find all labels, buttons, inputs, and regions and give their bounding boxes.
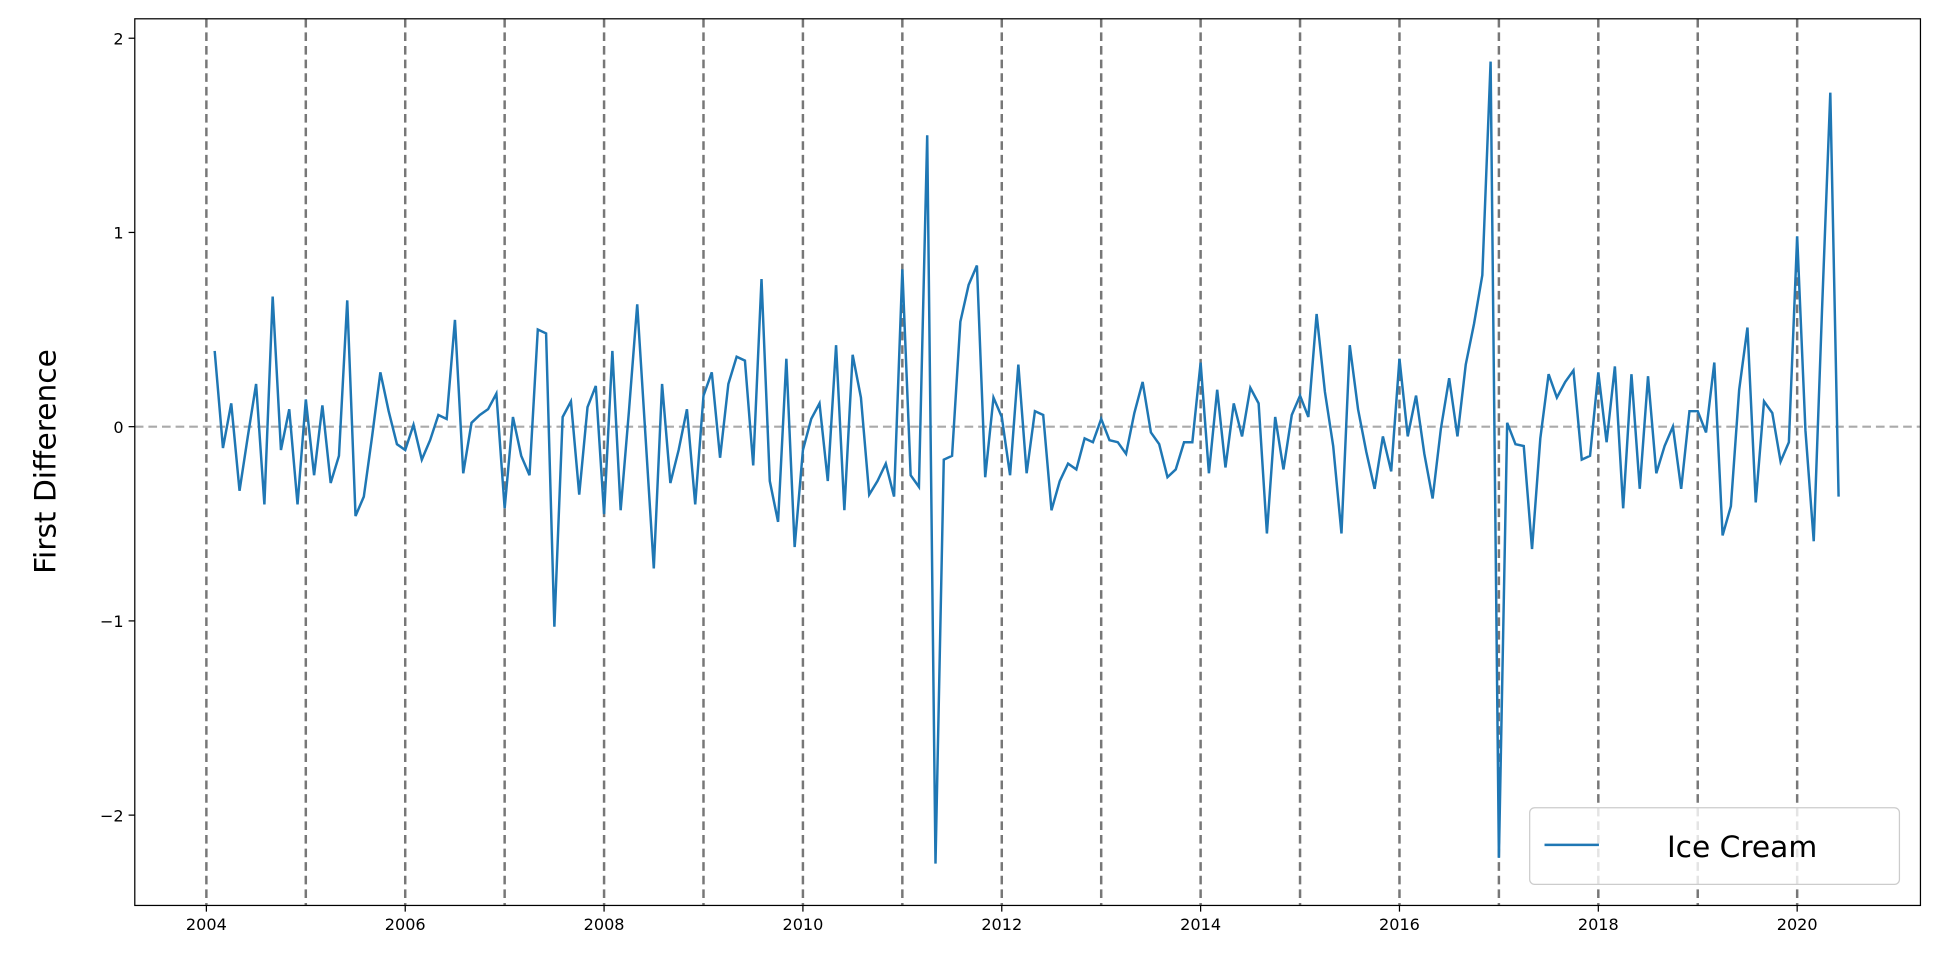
y-tick-label: −1 [100,612,124,631]
y-tick-label: 0 [113,418,123,437]
x-tick-label: 2012 [981,915,1022,934]
legend: Ice Cream [1529,807,1901,886]
x-tick-label: 2020 [1777,915,1818,934]
x-tick-label: 2010 [782,915,823,934]
x-tick-label: 2018 [1578,915,1619,934]
y-tick-label: −2 [100,806,124,825]
year-markers [205,18,1799,906]
x-tick-label: 2006 [385,915,426,934]
x-tick-label: 2016 [1379,915,1420,934]
plot-frame [134,18,1922,907]
x-tick-label: 2004 [186,915,227,934]
y-tick-label: 2 [113,29,123,48]
x-tick-label: 2014 [1180,915,1221,934]
x-tick-label: 2008 [584,915,625,934]
y-axis: −2 −1 0 1 2 [100,29,135,825]
y-tick-label: 1 [113,224,123,243]
series-line-ice-cream [213,61,1840,864]
y-axis-label: First Difference [28,349,63,574]
x-axis: 2004 2006 2008 2010 2012 2014 2016 2018 2020 [186,905,1818,934]
legend-box [1529,807,1901,886]
legend-label-ice-cream: Ice Cream [1667,829,1817,864]
